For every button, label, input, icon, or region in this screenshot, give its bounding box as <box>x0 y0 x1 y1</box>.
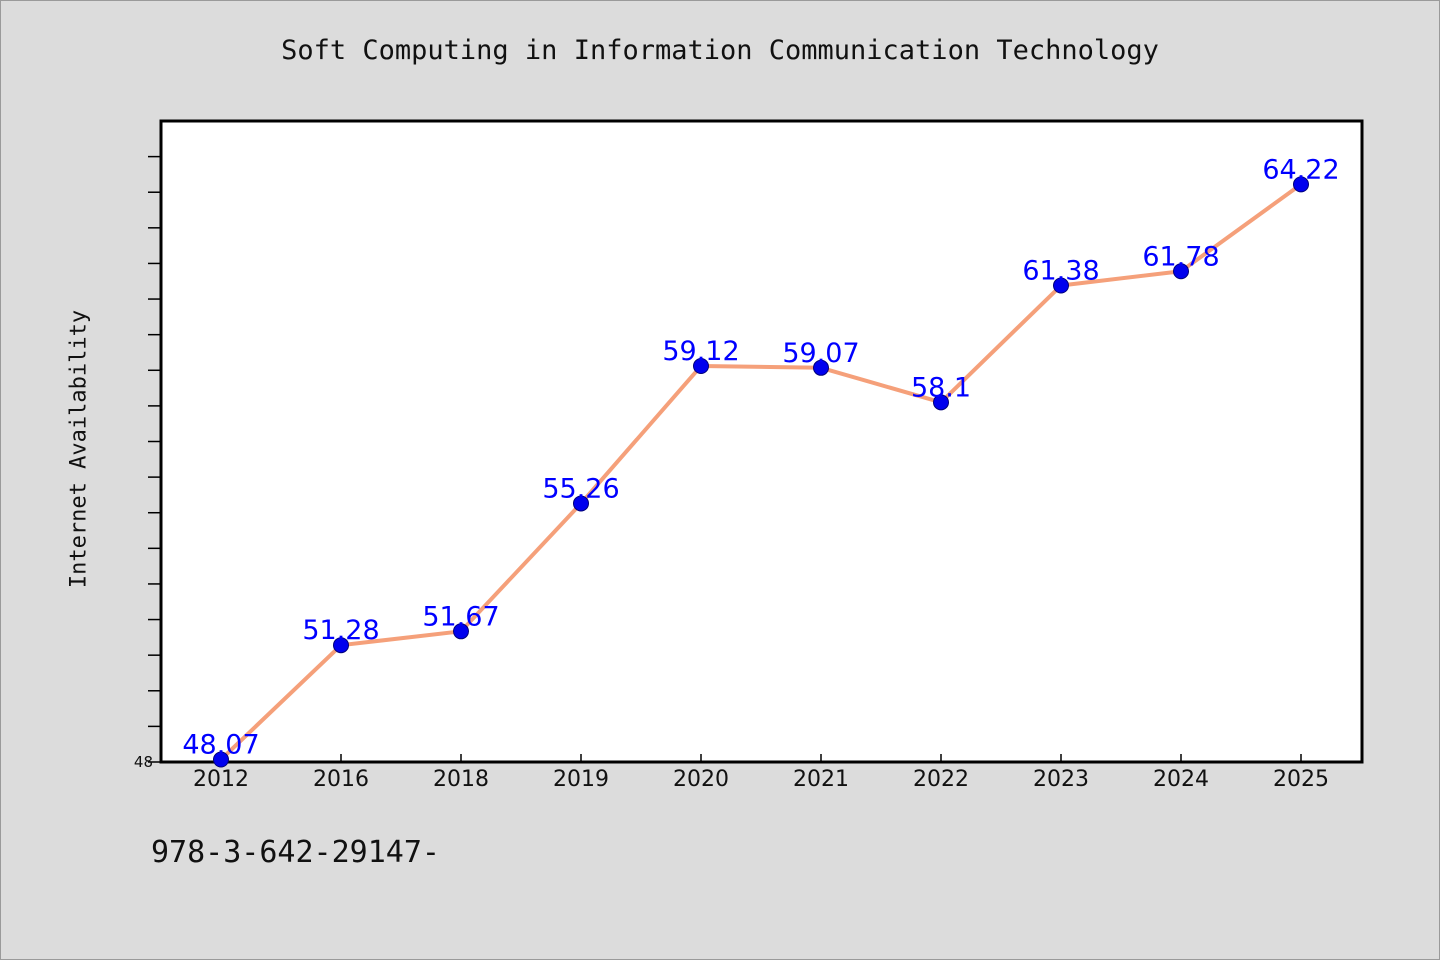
data-point-marker <box>453 623 469 640</box>
x-tick-label: 2023 <box>1033 767 1089 792</box>
data-point-marker <box>693 358 709 375</box>
data-label: 64.22 <box>1262 154 1339 185</box>
y-axis-ticks: 48 <box>134 155 161 771</box>
marker-layer <box>213 176 1309 768</box>
data-point-marker <box>1173 263 1189 280</box>
data-label-layer: 48.07 51.28 51.67 55.26 59.12 59.07 58.1 61.38 6… <box>182 154 1339 760</box>
series-line <box>219 182 1303 762</box>
x-tick-label: 2018 <box>433 767 489 792</box>
y-tick-label: 48 <box>134 753 153 771</box>
data-point-marker <box>573 495 589 512</box>
x-tick-label: 2025 <box>1273 767 1329 792</box>
plot-area <box>159 119 1364 764</box>
data-point-marker <box>1293 176 1309 193</box>
data-label: 51.28 <box>302 615 379 646</box>
footer-text: 978-3-642-29147- <box>151 835 440 870</box>
data-point-marker <box>813 359 829 376</box>
x-tick-label: 2020 <box>673 767 729 792</box>
x-tick-label: 2024 <box>1153 767 1209 792</box>
data-point-marker <box>933 394 949 411</box>
data-label: 61.38 <box>1022 256 1099 287</box>
data-label: 48.07 <box>182 730 259 761</box>
data-label: 59.07 <box>782 338 859 369</box>
data-label: 51.67 <box>422 601 499 632</box>
x-tick-label: 2016 <box>313 767 369 792</box>
x-tick-label: 2021 <box>793 767 849 792</box>
data-label: 55.26 <box>542 473 619 504</box>
data-point-marker <box>1053 277 1069 294</box>
x-tick-label: 2012 <box>193 767 249 792</box>
series-layer <box>219 182 1303 762</box>
x-axis-ticks: 2012 2016 2018 2019 2020 2021 2022 2023 2024 2025 <box>193 754 1329 792</box>
data-point-marker <box>333 637 349 654</box>
data-label: 58.1 <box>911 372 971 403</box>
data-point-marker <box>213 751 229 768</box>
data-label: 59.12 <box>662 336 739 367</box>
x-tick-label: 2019 <box>553 767 609 792</box>
x-tick-label: 2022 <box>913 767 969 792</box>
data-label: 61.78 <box>1142 241 1219 272</box>
chart-title: Soft Computing in Information Communicat… <box>281 35 1159 66</box>
